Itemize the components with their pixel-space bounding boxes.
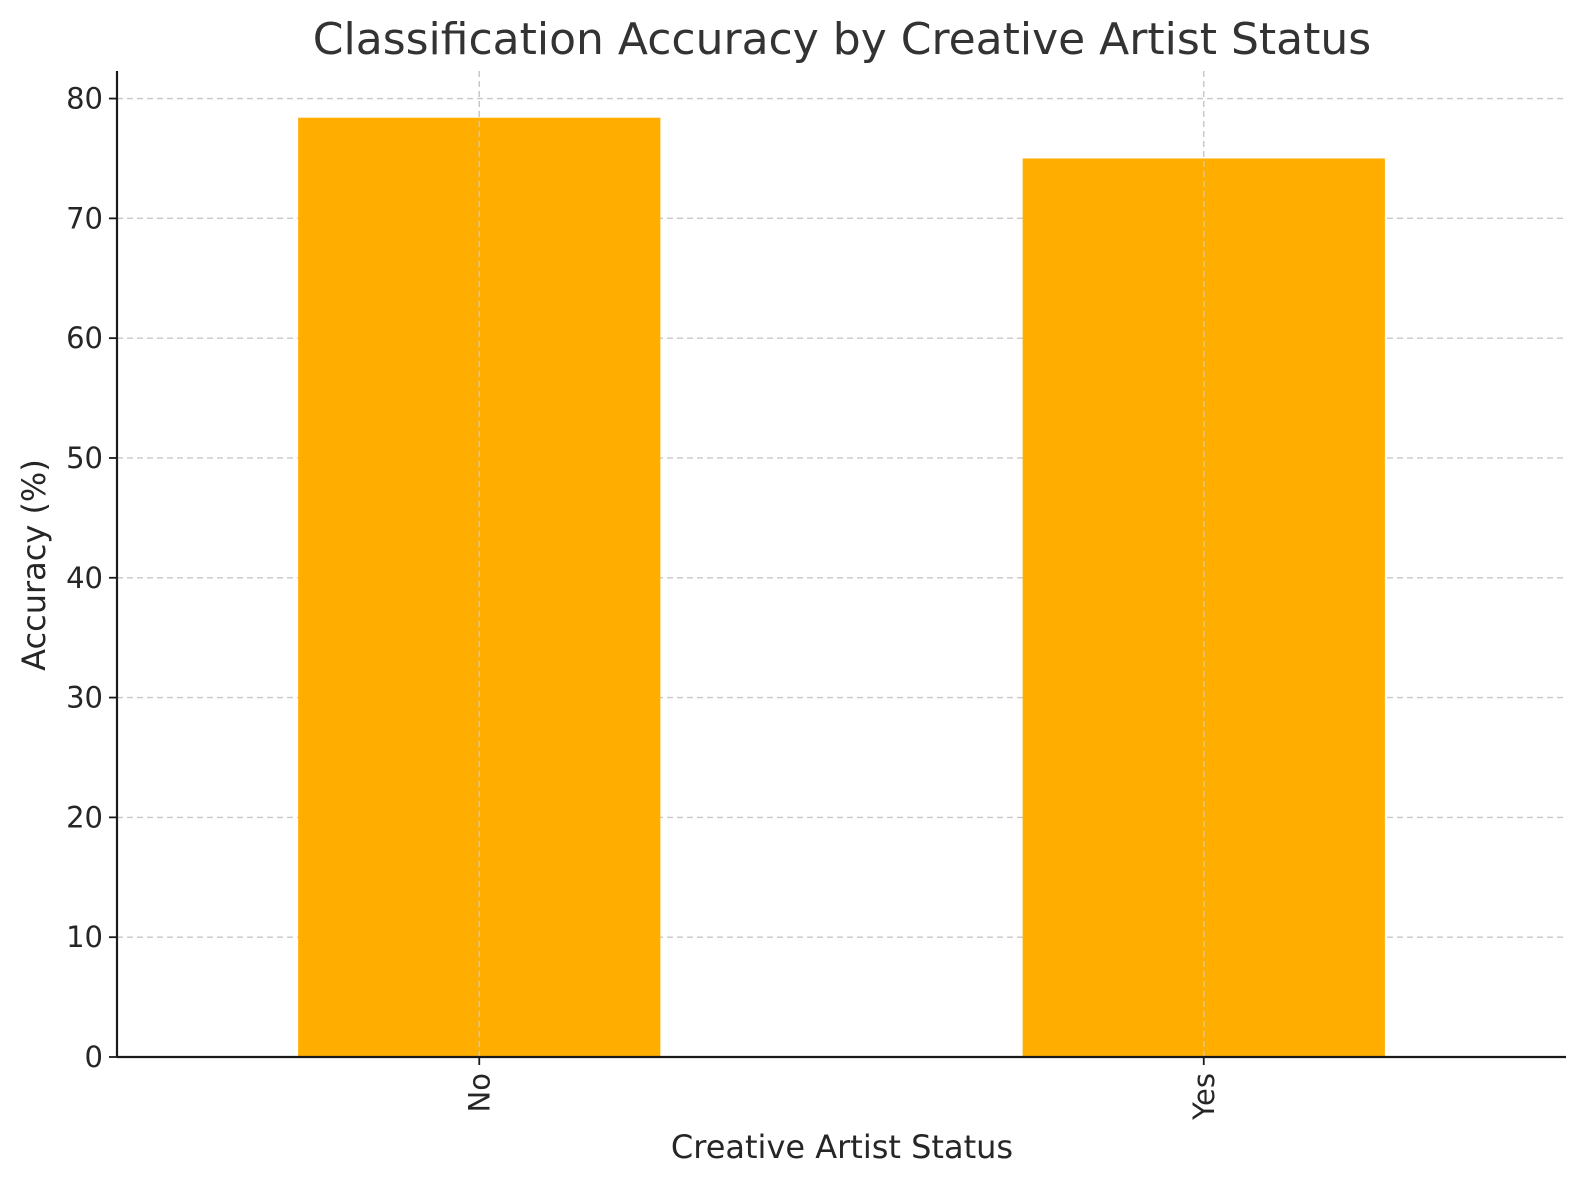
axes xyxy=(109,71,1566,1065)
y-tick-label: 60 xyxy=(66,321,103,355)
y-tick-label: 20 xyxy=(66,800,103,834)
bar-yes xyxy=(1022,158,1385,1058)
chart-title: Classification Accuracy by Creative Arti… xyxy=(313,14,1371,65)
y-tick-label: 50 xyxy=(66,441,103,475)
y-tick-label: 80 xyxy=(66,82,103,116)
tick-labels: 0 10 20 30 40 50 60 70 80 No Yes xyxy=(66,82,1221,1121)
y-tick-label: 30 xyxy=(66,681,103,715)
y-tick-label: 0 xyxy=(85,1040,103,1074)
y-tick-label: 10 xyxy=(66,920,103,954)
bars xyxy=(298,71,1385,1058)
x-axis-label: Creative Artist Status xyxy=(671,1128,1013,1166)
y-tick-label: 40 xyxy=(66,561,103,595)
x-tick-label: Yes xyxy=(1187,1073,1221,1121)
y-tick-label: 70 xyxy=(66,201,103,235)
x-tick-label: No xyxy=(462,1073,496,1112)
y-axis-label: Accuracy (%) xyxy=(15,459,53,671)
